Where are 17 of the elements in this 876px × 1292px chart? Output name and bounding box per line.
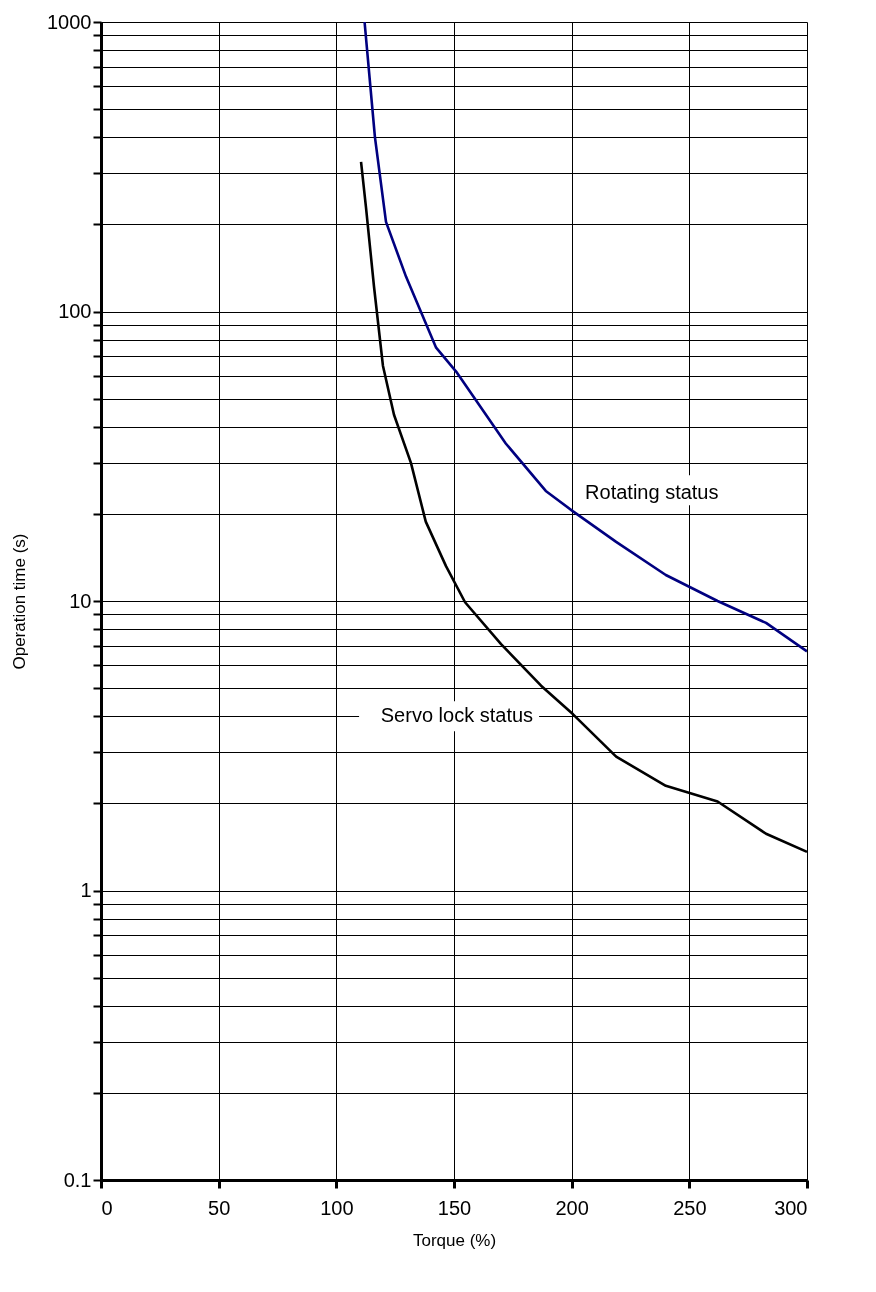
x-tick-label: 200	[555, 1196, 589, 1219]
y-tick-label: 1	[80, 879, 92, 901]
x-tick-label: 50	[208, 1196, 231, 1219]
x-axis-title: Torque (%)	[412, 1230, 497, 1250]
x-tick-label: 150	[437, 1196, 472, 1219]
y-tick-label: 100	[58, 300, 92, 322]
x-tick-label: 300	[774, 1196, 808, 1219]
x-tick-label: 0	[101, 1196, 113, 1219]
y-tick-label: 0.1	[63, 1168, 92, 1191]
y-axis-title: Operation time (s)	[10, 533, 30, 670]
line-series	[363, 22, 807, 653]
series-label: Servo lock status	[380, 704, 534, 727]
y-tick-label: 10	[69, 589, 92, 612]
x-tick-label: 250	[673, 1196, 707, 1219]
series-label: Rotating status	[585, 481, 719, 504]
x-tick-label: 100	[320, 1196, 354, 1219]
y-tick-label: 1000	[47, 10, 92, 33]
